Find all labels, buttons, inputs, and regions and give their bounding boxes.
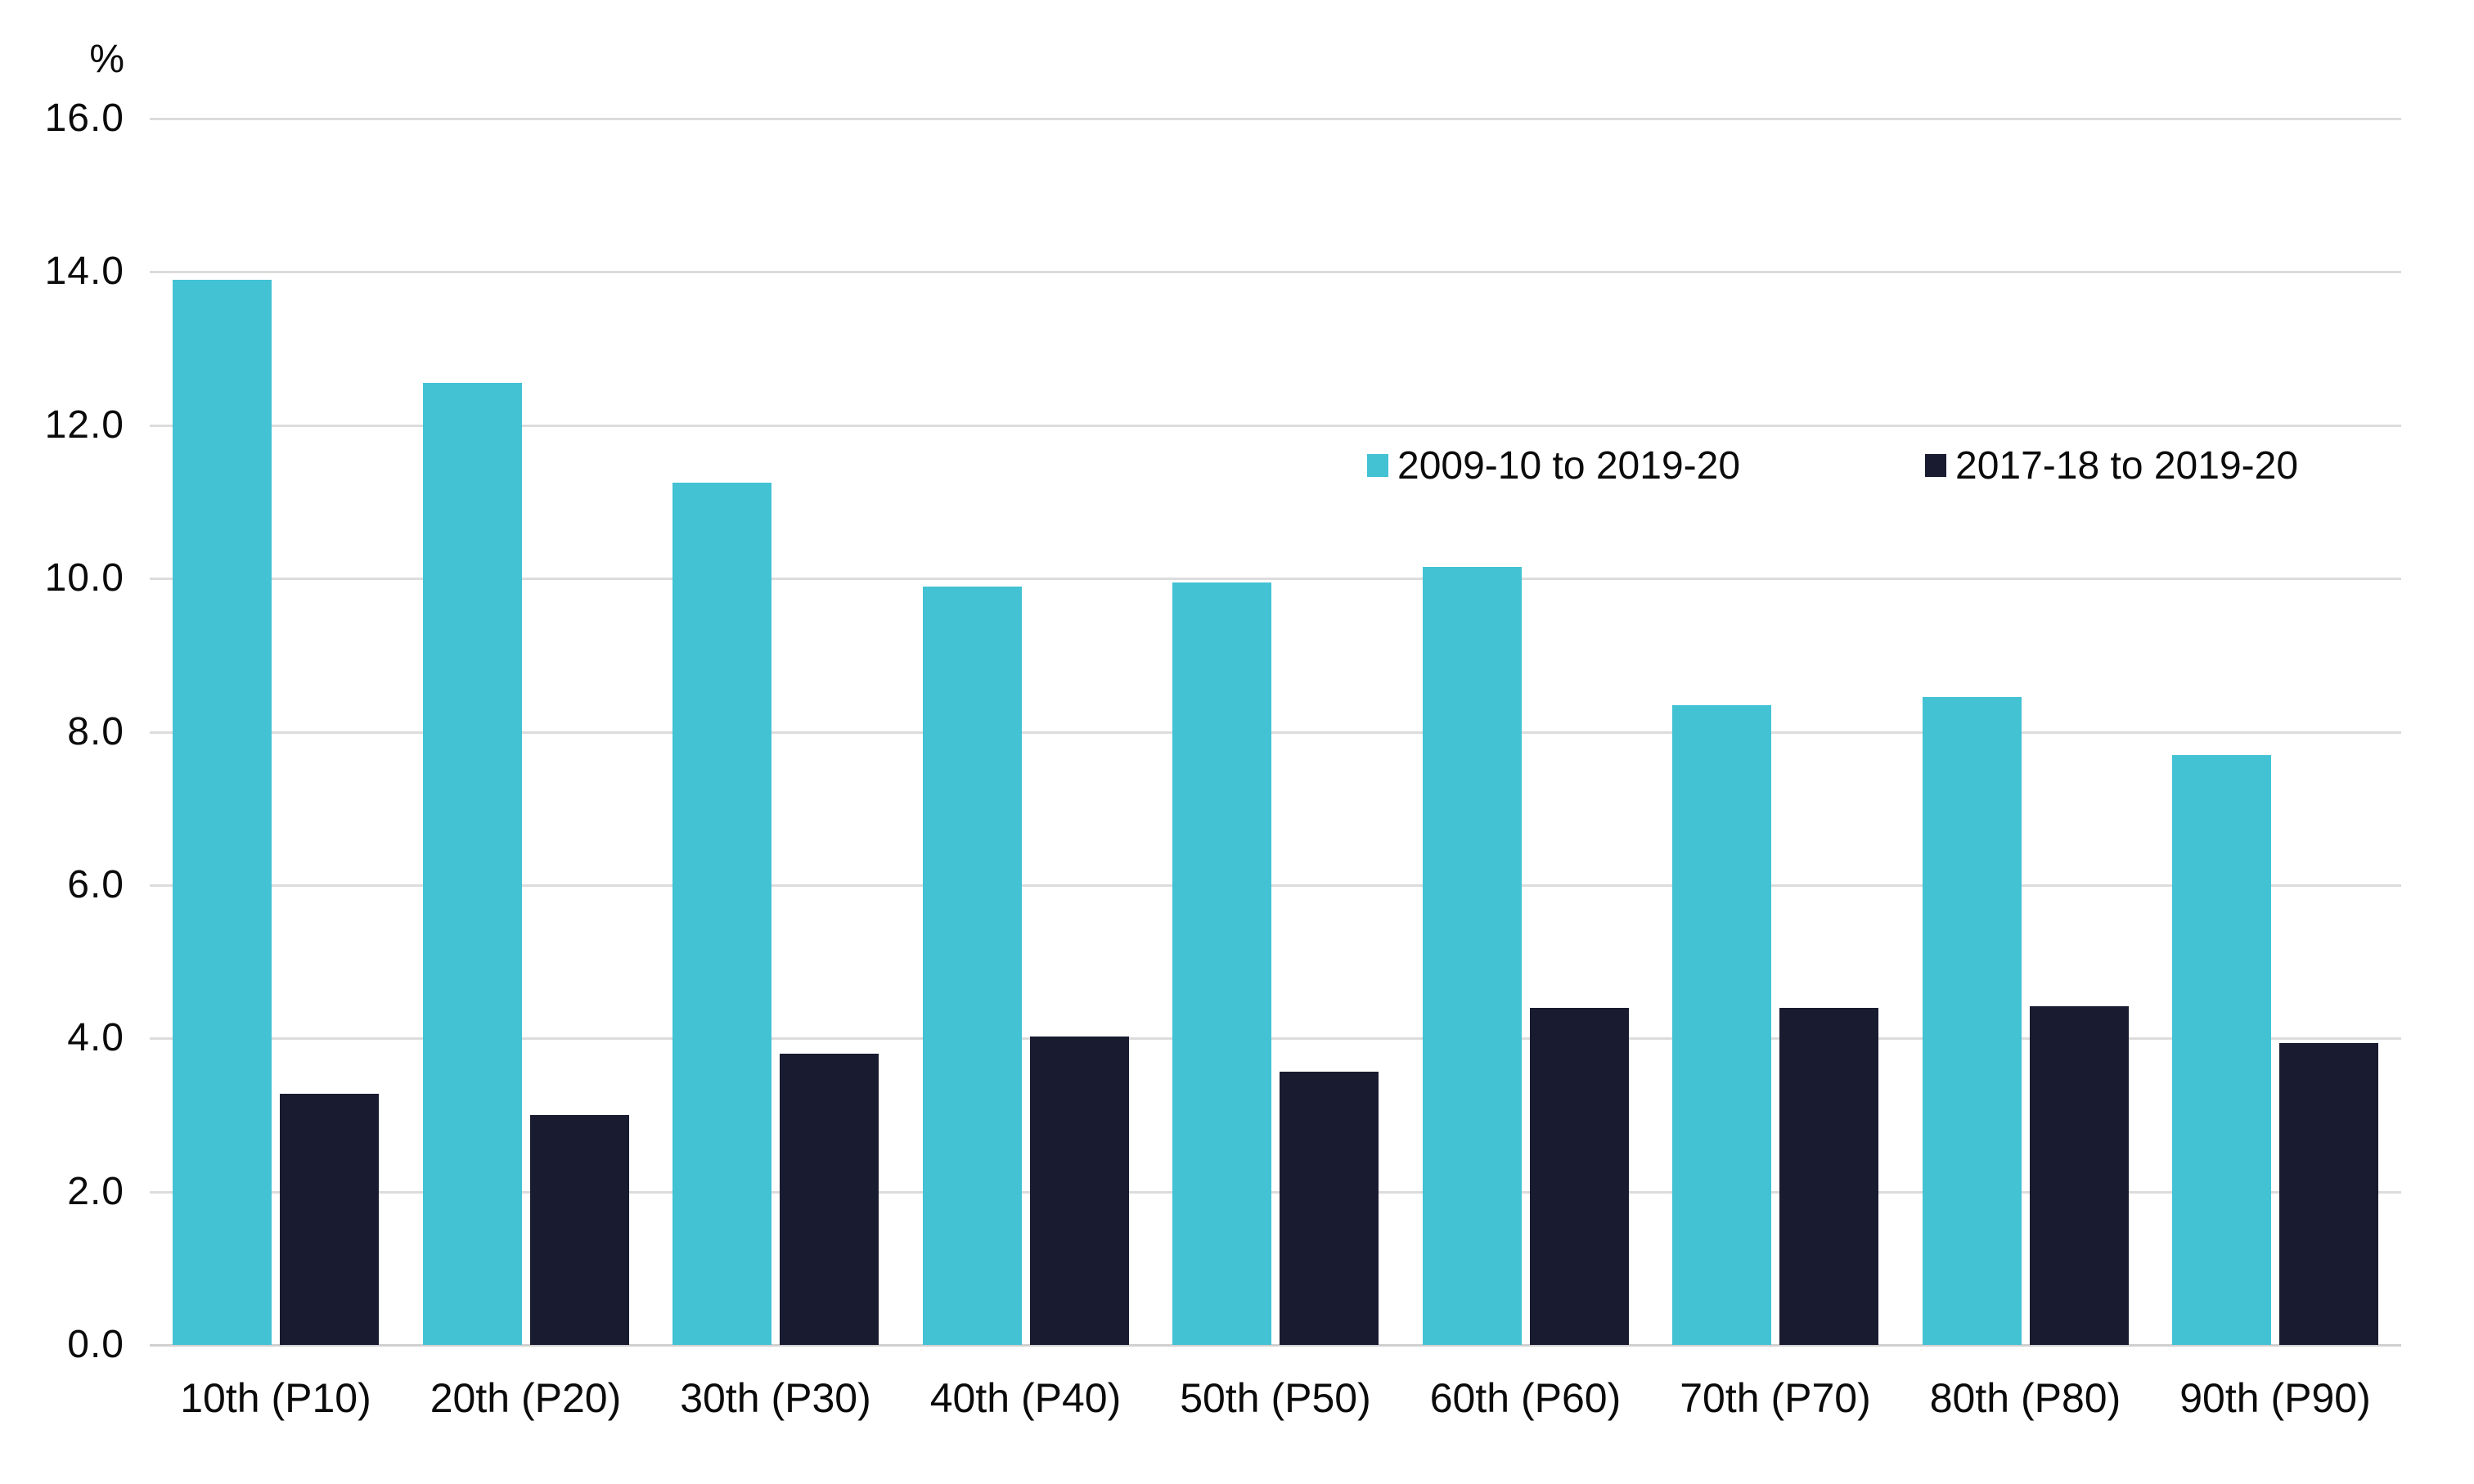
y-tick-label-12.0: 12.0 <box>44 402 124 447</box>
x-tick-label-20th (P20): 20th (P20) <box>430 1375 622 1421</box>
y-tick-label-8.0: 8.0 <box>67 709 124 753</box>
legend-item-2017-18-to-2019-20: 2017-18 to 2019-20 <box>1925 443 2299 488</box>
bar-series-0-50th (P50) <box>1172 582 1271 1345</box>
bar-group-20th (P20) <box>422 119 629 1345</box>
gridline-0.0 <box>150 1344 2401 1347</box>
gridline-14.0 <box>150 271 2401 274</box>
x-tick-label-80th (P80): 80th (P80) <box>1929 1375 2121 1421</box>
y-tick-label-16.0: 16.0 <box>44 97 124 140</box>
bar-series-0-80th (P80) <box>1922 697 2022 1345</box>
bar-group-60th (P60) <box>1422 119 1629 1345</box>
bar-series-1-70th (P70) <box>1779 1007 1878 1345</box>
gridline-10.0 <box>150 578 2401 581</box>
bar-group-70th (P70) <box>1672 119 1878 1345</box>
bar-series-1-50th (P50) <box>1280 1071 1379 1345</box>
bar-series-1-40th (P40) <box>1029 1037 1129 1345</box>
x-tick-label-60th (P60): 60th (P60) <box>1429 1375 1622 1421</box>
x-tick-label-10th (P10): 10th (P10) <box>180 1375 371 1421</box>
bar-group-40th (P40) <box>922 119 1129 1345</box>
y-tick-label-6.0: 6.0 <box>67 862 124 906</box>
gridline-4.0 <box>150 1037 2401 1041</box>
x-tick-label-90th (P90): 90th (P90) <box>2179 1375 2371 1421</box>
bar-group-50th (P50) <box>1172 119 1379 1345</box>
legend-swatch-2017-18-icon <box>1925 454 1946 477</box>
bar-group-90th (P90) <box>2172 119 2378 1345</box>
bar-series-1-20th (P20) <box>529 1114 629 1345</box>
bar-series-0-70th (P70) <box>1672 704 1771 1345</box>
y-tick-label-4.0: 4.0 <box>67 1016 124 1060</box>
gridline-2.0 <box>150 1190 2401 1194</box>
x-tick-label-40th (P40): 40th (P40) <box>929 1375 1122 1421</box>
gridline-16.0 <box>150 118 2401 120</box>
legend-item-2009-10-to-2019-20: 2009-10 to 2019-20 <box>1367 443 1741 488</box>
plot-area: 2009-10 to 2019-20 2017-18 to 2019-20 <box>150 118 2401 1347</box>
gridline-6.0 <box>150 884 2401 887</box>
bar-series-0-90th (P90) <box>2172 754 2271 1345</box>
gridline-8.0 <box>150 731 2401 734</box>
legend-label-2009-10: 2009-10 to 2019-20 <box>1397 443 1741 488</box>
bar-series-1-60th (P60) <box>1529 1007 1629 1345</box>
bar-series-1-80th (P80) <box>2029 1005 2129 1345</box>
bar-series-1-10th (P10) <box>280 1093 379 1345</box>
bar-series-0-60th (P60) <box>1422 567 1522 1345</box>
x-tick-label-30th (P30): 30th (P30) <box>680 1375 871 1421</box>
bar-series-0-40th (P40) <box>922 586 1022 1345</box>
legend-swatch-2009-10-icon <box>1367 454 1388 477</box>
bar-series-0-10th (P10) <box>173 279 272 1345</box>
bars-layer <box>150 119 2401 1345</box>
bar-series-0-30th (P30) <box>672 483 771 1345</box>
gridline-12.0 <box>150 424 2401 427</box>
bar-series-1-30th (P30) <box>780 1054 879 1345</box>
bar-group-80th (P80) <box>1922 119 2129 1345</box>
x-tick-label-70th (P70): 70th (P70) <box>1680 1375 1871 1421</box>
legend-label-2017-18: 2017-18 to 2019-20 <box>1955 443 2299 488</box>
bar-series-0-20th (P20) <box>422 383 522 1345</box>
y-tick-label-2.0: 2.0 <box>67 1169 124 1213</box>
x-axis-tick-labels: 10th (P10) 20th (P20) 30th (P30) 40th (P40)… <box>150 1374 2401 1422</box>
y-axis-title: % <box>89 38 124 81</box>
y-tick-label-10.0: 10.0 <box>44 556 124 600</box>
bar-group-30th (P30) <box>672 119 879 1345</box>
bar-group-10th (P10) <box>173 119 379 1345</box>
y-tick-label-14.0: 14.0 <box>44 250 124 294</box>
y-tick-label-0.0: 0.0 <box>67 1323 124 1366</box>
bar-series-1-90th (P90) <box>2279 1042 2378 1345</box>
x-tick-label-50th (P50): 50th (P50) <box>1180 1375 1371 1421</box>
